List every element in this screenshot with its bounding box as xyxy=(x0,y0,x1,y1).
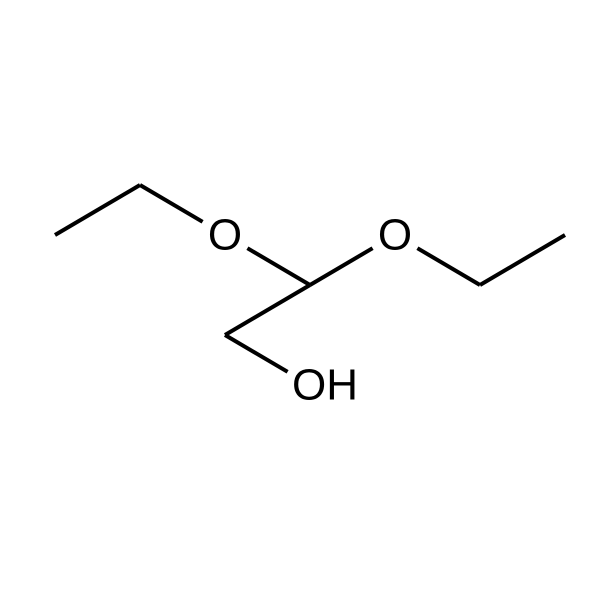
bond xyxy=(225,285,310,335)
bond xyxy=(310,248,373,285)
bond xyxy=(417,248,480,285)
bond xyxy=(480,235,565,285)
bond xyxy=(247,248,310,285)
atom-label-o2: O xyxy=(378,211,412,260)
bond xyxy=(140,185,203,222)
molecule-diagram: O O OH xyxy=(0,0,600,600)
bond xyxy=(225,335,288,372)
atom-label-oh: OH xyxy=(292,361,358,410)
atom-label-o1: O xyxy=(208,211,242,260)
bond xyxy=(55,185,140,235)
